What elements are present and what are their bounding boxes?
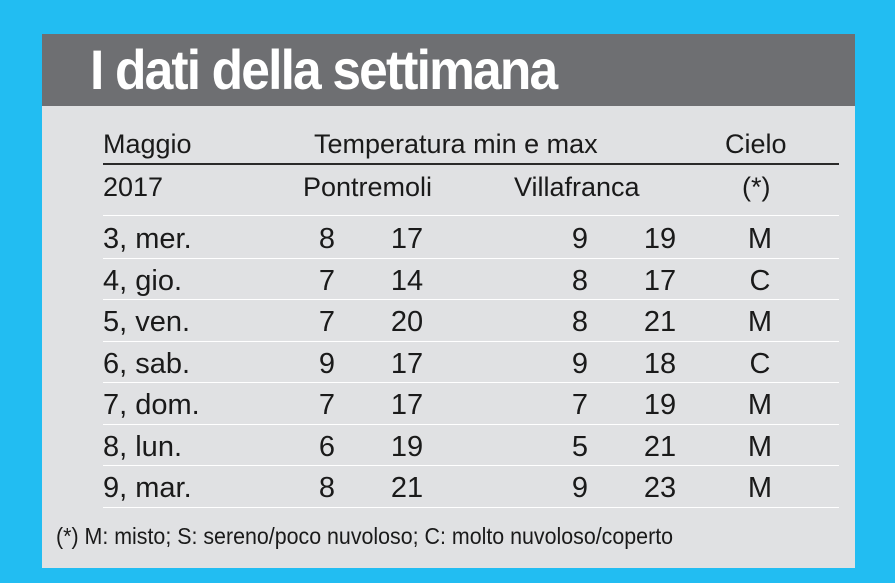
sky-cell: M	[747, 223, 773, 255]
villafranca-max-cell: 19	[643, 223, 677, 255]
pontremoli-max-cell: 19	[390, 430, 424, 463]
villafranca-max-cell: 17	[643, 264, 677, 297]
sky-cell: M	[747, 430, 773, 463]
sky-cell: C	[749, 347, 771, 380]
pontremoli-min-cell: 7	[318, 389, 336, 421]
pontremoli-max-cell: 17	[390, 347, 424, 380]
row-divider	[103, 340, 839, 342]
villafranca-min-cell: 9	[571, 472, 589, 504]
row-divider	[103, 465, 839, 466]
title-bar: I dati della settimana	[42, 34, 855, 106]
sky-cell: M	[747, 389, 773, 421]
pontremoli-min-cell: 7	[318, 264, 336, 297]
row-divider	[103, 382, 839, 383]
header-temperature: Temperatura min e max	[314, 129, 598, 159]
day-cell: 3, mer.	[103, 223, 192, 255]
villafranca-min-cell: 9	[571, 347, 589, 380]
row-divider	[103, 215, 839, 216]
footnote: (*) M: misto; S: sereno/poco nuvoloso; C…	[56, 523, 674, 549]
pontremoli-max-cell: 17	[390, 223, 424, 255]
day-cell: 7, dom.	[103, 389, 200, 421]
villafranca-min-cell: 8	[571, 306, 589, 338]
weather-card: I dati della settimana Maggio Temperatur…	[42, 34, 855, 568]
page-title: I dati della settimana	[90, 38, 558, 101]
sky-cell: C	[749, 264, 771, 297]
villafranca-max-cell: 18	[643, 347, 677, 380]
pontremoli-max-cell: 20	[390, 306, 424, 338]
header-location-pontremoli: Pontremoli	[303, 172, 433, 202]
header-divider	[103, 163, 839, 165]
header-month: Maggio	[103, 129, 192, 159]
header-sky-footnote-mark: (*)	[742, 172, 771, 202]
pontremoli-min-cell: 6	[318, 430, 336, 463]
row-divider	[103, 423, 839, 425]
row-divider	[103, 299, 839, 300]
day-cell: 8, lun.	[103, 430, 182, 463]
villafranca-min-cell: 7	[571, 389, 589, 421]
pontremoli-min-cell: 8	[318, 223, 336, 255]
villafranca-max-cell: 21	[643, 430, 677, 463]
pontremoli-min-cell: 7	[318, 306, 336, 338]
header-year: 2017	[103, 172, 164, 202]
pontremoli-min-cell: 8	[318, 472, 336, 504]
villafranca-max-cell: 19	[643, 389, 677, 421]
pontremoli-min-cell: 9	[318, 347, 336, 380]
pontremoli-max-cell: 17	[390, 389, 424, 421]
pontremoli-max-cell: 14	[390, 264, 424, 297]
villafranca-min-cell: 9	[571, 223, 589, 255]
day-cell: 4, gio.	[103, 264, 182, 297]
sky-cell: M	[747, 472, 773, 504]
villafranca-min-cell: 5	[571, 430, 589, 463]
header-location-villafranca: Villafranca	[514, 172, 640, 202]
row-divider	[103, 257, 839, 259]
villafranca-max-cell: 21	[643, 306, 677, 338]
header-sky: Cielo	[725, 129, 787, 159]
pontremoli-max-cell: 21	[390, 472, 424, 504]
row-divider	[103, 506, 839, 508]
sky-cell: M	[747, 306, 773, 338]
day-cell: 9, mar.	[103, 472, 192, 504]
villafranca-max-cell: 23	[643, 472, 677, 504]
day-cell: 5, ven.	[103, 306, 191, 338]
villafranca-min-cell: 8	[571, 264, 589, 297]
day-cell: 6, sab.	[103, 347, 191, 380]
